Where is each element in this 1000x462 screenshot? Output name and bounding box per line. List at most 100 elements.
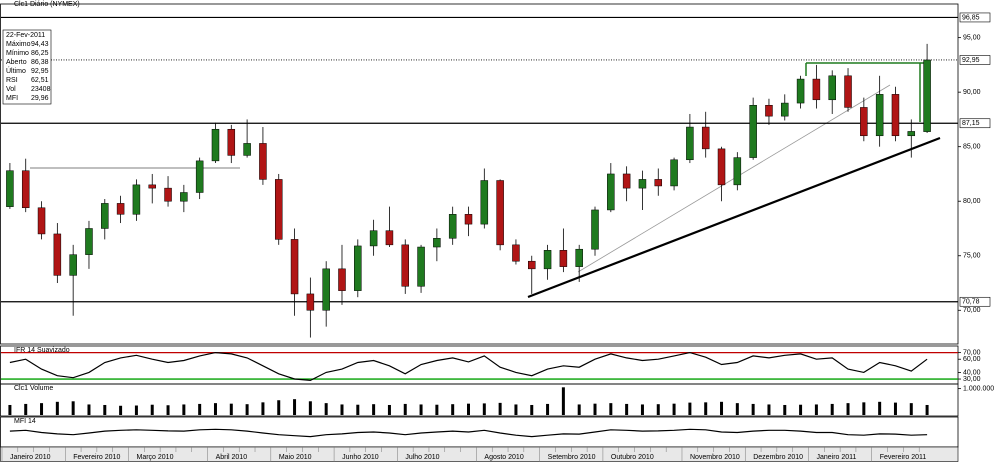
- info-key: Aberto: [6, 59, 27, 66]
- info-date: 22-Fev-2011: [6, 32, 45, 39]
- volume-bar: [387, 404, 391, 415]
- candle-body: [575, 248, 583, 267]
- y-tick-label: 80,00: [963, 198, 981, 205]
- panel-frame: [0, 383, 959, 417]
- x-tick-label: Abril 2010: [216, 454, 248, 461]
- candle-body: [433, 238, 441, 248]
- info-value: 92,95: [31, 68, 49, 75]
- volume-bar: [261, 402, 265, 415]
- x-tick-label: Janeiro 2010: [10, 454, 51, 461]
- candle-body: [717, 148, 726, 186]
- candle-body: [559, 250, 568, 267]
- volume-bar: [909, 403, 913, 415]
- candle-body: [322, 268, 330, 311]
- volume-bar: [862, 402, 866, 415]
- candle-body: [306, 293, 315, 311]
- candle-body: [37, 207, 46, 235]
- volume-bar: [609, 403, 613, 415]
- candle-body: [69, 254, 77, 276]
- y-tick-label: 30,00: [963, 376, 981, 383]
- volume-bar: [656, 404, 660, 415]
- candle-body: [812, 78, 821, 101]
- level-label: 70,78: [962, 299, 980, 306]
- candle-body: [101, 203, 109, 229]
- volume-bar: [229, 403, 233, 415]
- volume-bar: [435, 404, 439, 415]
- x-tick-label: Outubro 2010: [611, 454, 654, 461]
- volume-bar: [40, 403, 44, 415]
- x-tick-label: Agosto 2010: [484, 454, 523, 461]
- volume-bar: [340, 404, 344, 415]
- volume-bar: [577, 404, 581, 415]
- volume-bar: [561, 387, 565, 415]
- level-label-box: [959, 12, 991, 23]
- candle-body: [243, 143, 251, 156]
- candle-body: [781, 102, 789, 117]
- candle-body: [907, 131, 916, 137]
- volume-bar: [498, 402, 502, 415]
- candle-body: [607, 173, 615, 211]
- volume-bar: [372, 404, 376, 415]
- candle-body: [480, 180, 489, 225]
- volume-bar: [846, 403, 850, 415]
- y-tick-label: 95,00: [963, 34, 981, 41]
- info-value: 86,38: [31, 59, 49, 66]
- candle-body: [85, 228, 93, 255]
- candle-body: [875, 94, 884, 137]
- panel-title: Clc1 Volume: [14, 385, 53, 392]
- volume-bar: [467, 403, 470, 415]
- volume-bar: [134, 405, 138, 415]
- info-key: MFI: [6, 95, 18, 102]
- candle-body: [860, 107, 868, 137]
- y-tick-label: 75,00: [963, 253, 981, 260]
- x-tick-label: Maio 2010: [279, 454, 312, 461]
- volume-bar: [783, 404, 787, 415]
- candle-body: [195, 160, 204, 193]
- level-label: 96,85: [962, 14, 980, 21]
- volume-bar: [925, 404, 929, 415]
- level-label-box: [959, 55, 991, 65]
- y-tick-label: 70,00: [963, 307, 981, 314]
- candle-body: [496, 180, 504, 246]
- volume-bar: [55, 401, 59, 415]
- candle-body: [6, 170, 14, 207]
- info-key: Vol: [6, 86, 16, 93]
- volume-bar: [546, 403, 550, 415]
- y-tick-label: 70,00: [963, 349, 981, 356]
- volume-bar: [324, 403, 328, 415]
- volume-bar: [166, 405, 170, 415]
- volume-bar: [198, 403, 202, 415]
- volume-bar: [814, 404, 818, 415]
- info-value: 62,51: [31, 77, 49, 84]
- x-tick-label: Fevereiro 2010: [73, 454, 120, 461]
- volume-bar: [735, 403, 739, 415]
- volume-bar: [277, 400, 281, 415]
- level-label: 92,95: [962, 57, 980, 64]
- candle-body: [670, 159, 678, 187]
- x-tick-label: Janeiro 2011: [816, 454, 856, 461]
- volume-bar: [8, 404, 12, 415]
- candle-body: [401, 244, 409, 287]
- x-tick-label: Dezembro 2010: [753, 454, 803, 461]
- volume-bar: [672, 403, 676, 415]
- volume-bar: [640, 404, 644, 415]
- candle-body: [211, 128, 220, 162]
- candle-body: [686, 126, 694, 161]
- info-key: Mínimo: [6, 50, 29, 57]
- volume-bar: [530, 404, 534, 415]
- candle-body: [528, 260, 536, 270]
- volume-bar: [704, 402, 708, 415]
- candle-body: [512, 244, 520, 262]
- volume-bar: [688, 402, 692, 415]
- candle-body: [638, 179, 647, 189]
- candle-body: [116, 203, 125, 215]
- panel-frame: [0, 3, 959, 345]
- info-value: 23408: [31, 86, 51, 93]
- level-label-box: [959, 118, 991, 129]
- volume-bar: [24, 403, 28, 415]
- volume-bar: [830, 403, 834, 415]
- candle-body: [274, 179, 283, 240]
- panel-title: MFI 14: [14, 418, 36, 425]
- y-tick-label: 1.000.000: [963, 385, 994, 392]
